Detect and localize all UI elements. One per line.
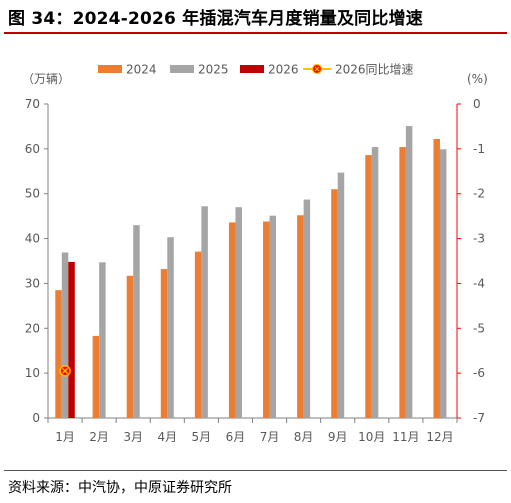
x-tick-label: 2月	[89, 430, 109, 444]
y-right-axis-label: (%)	[467, 72, 488, 86]
markers	[59, 365, 71, 377]
bar-2024	[194, 251, 202, 418]
figure-title: 图 34：2024-2026 年插混汽车月度销量及同比增速	[8, 9, 423, 29]
y-right-tick-label: 0	[473, 97, 481, 111]
bar-2025	[337, 172, 345, 418]
y-left-tick-label: 60	[25, 142, 40, 156]
x-tick-label: 5月	[192, 430, 212, 444]
bar-2024	[92, 335, 100, 418]
bar-2024	[433, 138, 440, 418]
bar-2025	[61, 252, 69, 418]
legend-label-2024: 2024	[126, 63, 157, 77]
legend: 2024 2025 2026 2026同比增速	[98, 63, 414, 77]
bar-2025	[133, 225, 140, 418]
y-left-axis-label: （万辆）	[22, 72, 70, 86]
legend-marker-cross-2026同比增速	[314, 66, 320, 72]
legend-label-2026同比增速: 2026同比增速	[335, 63, 414, 77]
axes: 0 10 20 30 40 50 60 70 0 -1 -2 -3 -4 -5 -6 -7 1月 2月 3月 4月 5月…	[25, 97, 485, 444]
legend-swatch-2026	[240, 65, 264, 73]
y-right-tick-label: -4	[473, 276, 485, 290]
y-left-tick-label: 20	[25, 321, 40, 335]
source-rule	[4, 470, 507, 471]
bar-2024	[160, 269, 168, 418]
x-tick-label: 12月	[426, 430, 453, 444]
legend-swatch-2024	[98, 65, 122, 73]
bar-2024	[126, 275, 134, 418]
bar-2025	[167, 237, 174, 418]
bar-2025	[235, 207, 242, 418]
bar-2025	[201, 206, 208, 418]
y-right-tick-label: -6	[473, 366, 485, 380]
bar-2025	[405, 125, 413, 418]
x-tick-label: 3月	[123, 430, 143, 444]
y-left-tick-label: 40	[25, 232, 40, 246]
bar-2024	[399, 147, 406, 418]
y-left-tick-label: 70	[25, 97, 40, 111]
bar-2024	[55, 290, 62, 418]
x-tick-label: 4月	[157, 430, 177, 444]
y-left-tick-label: 10	[25, 366, 40, 380]
x-tick-label: 1月	[55, 430, 75, 444]
bar-2024	[331, 189, 338, 418]
y-left-tick-label: 50	[25, 187, 40, 201]
y-right-tick-label: -2	[473, 187, 485, 201]
legend-swatch-2025	[170, 65, 194, 73]
chart: 2024 2025 2026 2026同比增速 （万辆） (%) 0 10 20 30 40 5…	[22, 63, 488, 445]
bar-2025	[269, 215, 277, 418]
x-tick-label: 9月	[328, 430, 348, 444]
bar-2025	[371, 147, 379, 418]
y-left-tick-label: 0	[32, 411, 40, 425]
x-tick-label: 10月	[358, 430, 385, 444]
bar-2026	[68, 261, 75, 418]
bar-2024	[297, 215, 304, 418]
source-note: 资料来源：中汽协，中原证券研究所	[8, 480, 232, 496]
y-left-tick-label: 30	[25, 276, 40, 290]
y-right-tick-label: -5	[473, 321, 485, 335]
bar-2025	[303, 199, 311, 418]
bar-2024	[228, 222, 236, 418]
bar-2024	[365, 155, 372, 418]
legend-label-2026: 2026	[268, 63, 299, 77]
bar-2024	[263, 221, 270, 418]
y-right-tick-label: -7	[473, 411, 485, 425]
y-right-tick-label: -3	[473, 232, 485, 246]
x-tick-label: 6月	[226, 430, 246, 444]
bar-2025	[439, 149, 447, 418]
title-rule	[4, 32, 507, 34]
y-right-tick-label: -1	[473, 142, 485, 156]
bars	[55, 125, 447, 418]
marker-cross-2026同比增速	[62, 367, 69, 374]
bar-2025	[99, 262, 106, 418]
x-tick-label: 8月	[294, 430, 314, 444]
x-tick-label: 11月	[392, 430, 419, 444]
legend-label-2025: 2025	[198, 63, 229, 77]
x-tick-label: 7月	[260, 430, 280, 444]
